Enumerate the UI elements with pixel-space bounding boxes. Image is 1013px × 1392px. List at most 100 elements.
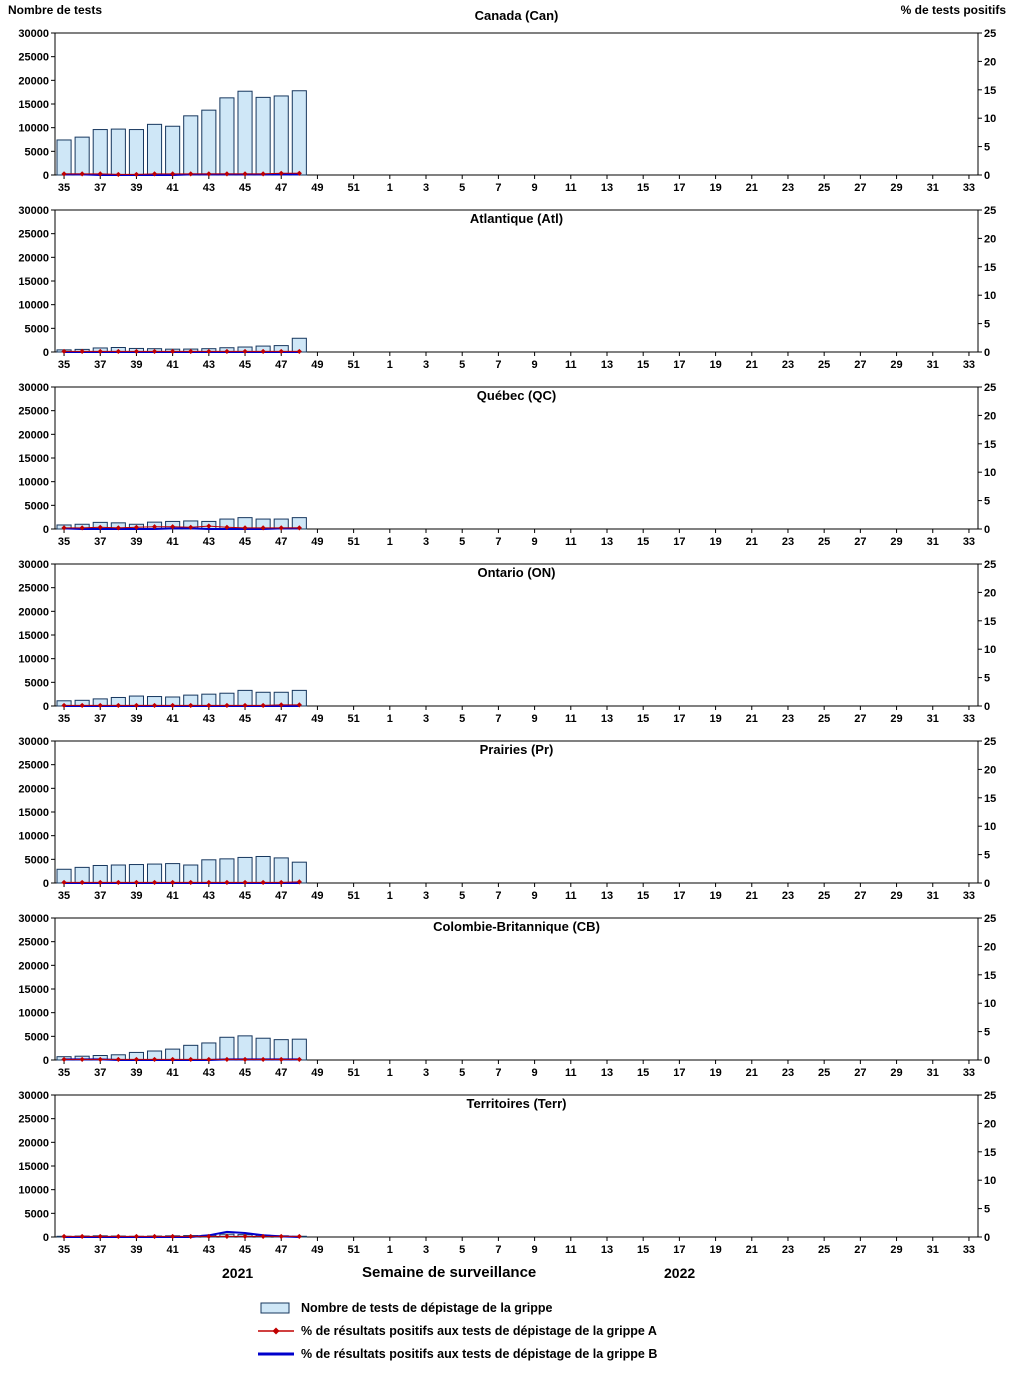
- x-axis-tick-label: 35: [58, 890, 70, 902]
- right-axis-tick-label: 0: [984, 878, 990, 890]
- flu-a-diamond-marker: [260, 702, 266, 709]
- x-axis-tick-label: 11: [565, 182, 577, 194]
- left-axis-tick-label: 30000: [18, 1090, 49, 1102]
- left-axis-tick-label: 15000: [18, 984, 49, 996]
- left-axis-tick-label: 25000: [18, 406, 49, 418]
- flu-a-diamond-marker: [61, 1056, 67, 1063]
- flu-a-diamond-marker: [242, 348, 248, 355]
- right-axis-tick-label: 20: [984, 56, 996, 68]
- x-axis-tick-label: 17: [673, 713, 685, 725]
- left-axis-tick-label: 20000: [18, 606, 49, 618]
- flu-a-diamond-marker: [133, 1233, 140, 1240]
- right-axis-tick-label: 10: [984, 290, 996, 302]
- x-axis-tick-label: 43: [203, 890, 215, 902]
- panel-territoires: 0500010000150002000025000300000510152025…: [18, 1090, 996, 1256]
- left-axis-header: Nombre de tests: [8, 3, 102, 17]
- x-axis-tick-label: 1: [387, 536, 393, 548]
- left-axis-tick-label: 30000: [18, 205, 49, 217]
- flu-b-line: [64, 527, 300, 530]
- x-axis-tick-label: 51: [347, 359, 359, 371]
- left-axis-tick-label: 20000: [18, 1137, 49, 1149]
- x-axis-tick-label: 5: [459, 182, 465, 194]
- flu-a-diamond-marker: [170, 879, 176, 886]
- x-axis-tick-label: 27: [854, 1067, 866, 1079]
- test-count-bar: [92, 129, 108, 176]
- right-axis-tick-label: 25: [984, 205, 996, 217]
- flu-a-diamond-marker: [97, 879, 103, 886]
- panel-title: Canada (Can): [475, 8, 559, 23]
- x-axis-tick-label: 29: [890, 359, 902, 371]
- legend-item-line: % de résultats positifs aux tests de dép…: [258, 1342, 1013, 1365]
- x-axis-tick-label: 23: [782, 182, 794, 194]
- x-axis-tick-label: 39: [130, 1244, 142, 1256]
- flu-a-diamond-marker: [79, 702, 85, 709]
- x-axis-tick-label: 19: [709, 536, 721, 548]
- x-axis-tick-label: 47: [275, 182, 287, 194]
- x-axis-tick-label: 41: [167, 890, 179, 902]
- flu-a-diamond-marker: [278, 525, 284, 531]
- x-axis-tick-label: 27: [854, 182, 866, 194]
- x-axis-tick-label: 33: [963, 713, 975, 725]
- x-axis-tick-label: 15: [637, 890, 649, 902]
- left-axis-tick-label: 15000: [18, 99, 49, 111]
- x-axis-tick-label: 51: [347, 182, 359, 194]
- flu-a-diamond-marker: [278, 348, 284, 355]
- x-axis-tick-label: 31: [927, 1067, 939, 1079]
- flu-a-diamond-marker: [296, 525, 302, 531]
- right-axis-tick-label: 15: [984, 439, 996, 451]
- x-axis-tick-label: 27: [854, 536, 866, 548]
- right-axis-tick-label: 0: [984, 170, 990, 182]
- left-axis-tick-label: 0: [43, 170, 49, 182]
- panel-ontario: 0500010000150002000025000300000510152025…: [18, 559, 996, 725]
- x-axis-tick-label: 37: [94, 890, 106, 902]
- left-axis-tick-label: 20000: [18, 429, 49, 441]
- x-axis-tick-label: 45: [239, 359, 251, 371]
- panel-title: Atlantique (Atl): [470, 211, 563, 226]
- flu-a-diamond-marker: [206, 171, 212, 177]
- test-count-bar: [273, 857, 289, 884]
- flu-a-diamond-marker: [115, 348, 121, 355]
- right-axis-tick-label: 0: [984, 347, 990, 359]
- flu-a-diamond-marker: [296, 170, 302, 176]
- x-axis-tick-label: 13: [601, 359, 613, 371]
- x-axis-tick-label: 23: [782, 713, 794, 725]
- test-count-bar: [219, 1036, 235, 1061]
- panel-quebec: 0500010000150002000025000300000510152025…: [18, 382, 996, 548]
- x-axis-tick-label: 21: [746, 182, 758, 194]
- flu-a-diamond-marker: [260, 348, 266, 355]
- x-axis-tick-label: 31: [927, 1244, 939, 1256]
- x-axis-tick-label: 43: [203, 1067, 215, 1079]
- test-count-bar: [219, 97, 235, 176]
- x-axis-tick-label: 21: [746, 890, 758, 902]
- x-axis-tick-label: 37: [94, 1244, 106, 1256]
- flu-a-diamond-marker: [260, 1056, 266, 1063]
- x-axis-tick-label: 33: [963, 536, 975, 548]
- right-axis-tick-label: 5: [984, 1204, 990, 1216]
- x-axis-tick-label: 1: [387, 890, 393, 902]
- x-axis-tick-label: 15: [637, 1067, 649, 1079]
- flu-a-diamond-marker: [206, 702, 212, 709]
- flu-a-diamond-marker: [224, 171, 230, 177]
- test-count-bar: [74, 136, 90, 176]
- x-axis-tick-label: 7: [495, 1244, 501, 1256]
- x-axis-tick-label: 13: [601, 182, 613, 194]
- right-axis-tick-label: 15: [984, 616, 996, 628]
- x-axis-tick-label: 3: [423, 359, 429, 371]
- right-axis-tick-label: 20: [984, 233, 996, 245]
- x-axis-tick-label: 17: [673, 890, 685, 902]
- right-axis-tick-label: 15: [984, 85, 996, 97]
- x-axis-tick-label: 7: [495, 182, 501, 194]
- left-axis-tick-label: 25000: [18, 1114, 49, 1126]
- flu-a-diamond-marker: [151, 702, 158, 709]
- flu-a-diamond-marker: [206, 1233, 212, 1240]
- flu-a-diamond-marker: [188, 171, 194, 177]
- left-axis-tick-label: 30000: [18, 913, 49, 925]
- plot-area: [54, 386, 979, 530]
- flu-a-diamond-marker: [61, 1233, 67, 1240]
- x-axis-tick-label: 23: [782, 1244, 794, 1256]
- flu-a-diamond-marker: [97, 348, 103, 355]
- x-axis-title: Semaine de surveillance: [362, 1264, 537, 1281]
- x-axis-tick-label: 41: [167, 1244, 179, 1256]
- x-axis-tick-label: 29: [890, 182, 902, 194]
- x-axis-tick-label: 13: [601, 890, 613, 902]
